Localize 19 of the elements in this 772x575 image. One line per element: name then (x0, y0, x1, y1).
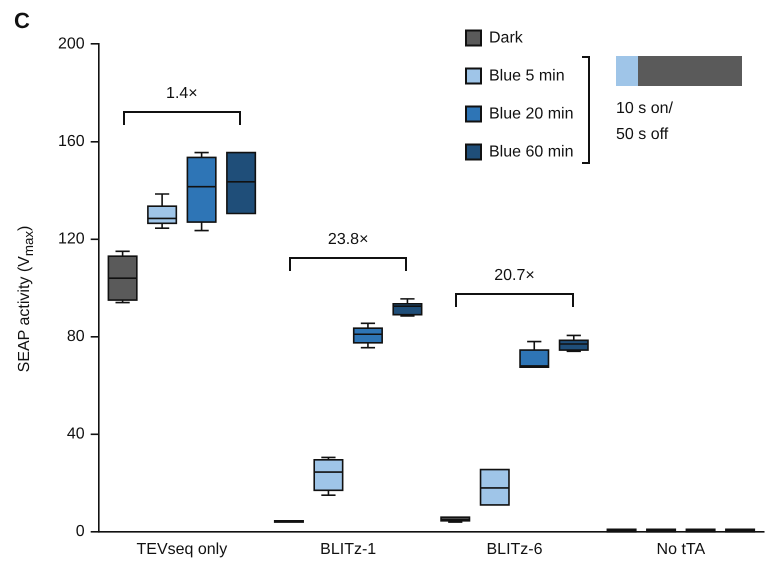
y-tick-label: 160 (58, 132, 85, 150)
y-tick-label: 0 (76, 523, 85, 540)
annotation: 23.8× (328, 230, 368, 249)
legend-label: Blue 5 min (489, 67, 565, 84)
x-tick-label: TEVseq only (136, 540, 228, 558)
y-tick-label: 200 (58, 35, 85, 52)
chart-title: C (14, 8, 30, 34)
annotation: 20.7× (494, 267, 535, 286)
x-tick-label: BLITz-1 (320, 540, 376, 558)
annotation: 10 s on/ 50 s off (616, 99, 674, 145)
y-tick-label: 80 (66, 328, 85, 346)
legend-label: Blue 60 min (489, 143, 574, 160)
legend-label: Blue 20 min (489, 105, 574, 122)
x-tick-label: No tTA (656, 540, 706, 558)
annotation: 1.4× (166, 84, 198, 103)
y-tick-label: 40 (66, 426, 85, 443)
legend-label: Dark (489, 29, 524, 46)
y-tick-label: 120 (58, 230, 85, 248)
x-tick-label: BLITz-6 (486, 540, 543, 558)
